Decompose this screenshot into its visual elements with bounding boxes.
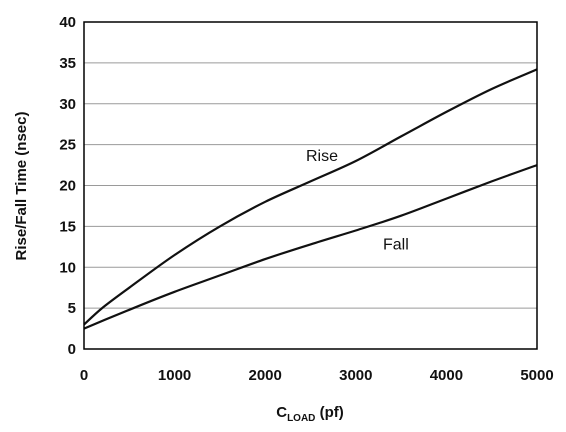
x-tick-label-5000: 5000 [520,367,553,384]
x-axis-title: CLOAD (pf) [276,404,344,424]
series-annotations: Rise Fall [306,148,409,253]
gridlines [84,62,537,309]
x-tick-labels: 0 1000 2000 3000 4000 5000 [80,367,554,384]
y-tick-label-40: 40 [59,14,76,31]
series-label-fall: Fall [383,236,409,253]
series-label-rise: Rise [306,148,338,165]
y-tick-label-25: 25 [59,137,76,154]
plot-frame [83,21,538,350]
x-tick-label-3000: 3000 [339,367,372,384]
y-tick-label-5: 5 [68,300,76,317]
x-axis-title-main: C [276,404,287,421]
x-tick-label-0: 0 [80,367,88,384]
series-lines [83,68,538,330]
x-axis-title-unit: (pf) [315,404,343,421]
y-axis-title: Rise/Fall Time (nsec) [13,112,30,261]
x-tick-label-2000: 2000 [249,367,282,384]
y-tick-label-0: 0 [68,341,76,358]
series-line-rise [83,68,538,326]
y-tick-label-35: 35 [59,55,76,72]
x-axis-title-subscript: LOAD [287,413,315,424]
series-line-fall [83,164,538,330]
y-tick-labels: 0 5 10 15 20 25 30 35 40 [59,14,76,358]
y-tick-label-30: 30 [59,96,76,113]
y-tick-label-20: 20 [59,178,76,195]
y-tick-label-10: 10 [59,259,76,276]
x-tick-label-4000: 4000 [430,367,463,384]
y-tick-label-15: 15 [59,218,76,235]
x-tick-label-1000: 1000 [158,367,191,384]
